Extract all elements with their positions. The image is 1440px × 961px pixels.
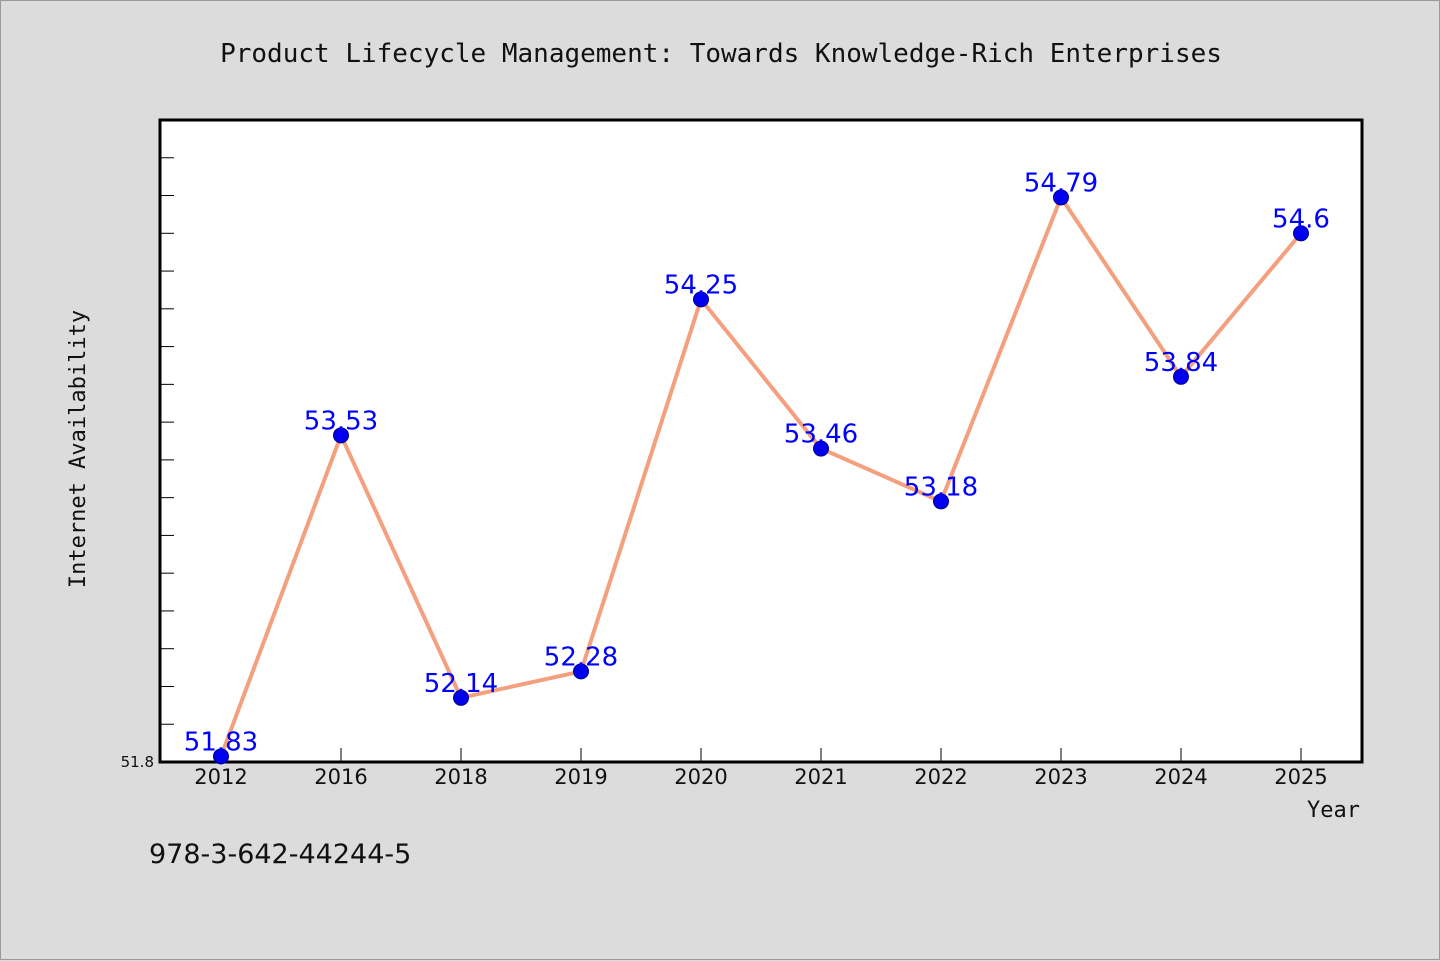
data-point [933, 493, 949, 510]
x-axis-tick-label: 2025 [1274, 765, 1327, 789]
isbn-footer: 978-3-642-44244-5 [149, 839, 411, 870]
data-point [813, 440, 829, 457]
data-labels: 51.83 53.53 52.14 52.28 54.25 53.46 53.18 54.79… [184, 168, 1330, 757]
data-point [453, 689, 469, 706]
x-axis-tick-label: 2023 [1034, 765, 1087, 789]
data-point [1173, 368, 1189, 385]
x-axis-label: Year [1307, 798, 1360, 823]
data-label: 54.25 [664, 270, 738, 300]
data-point [1293, 225, 1309, 242]
x-axis-ticks [220, 748, 1302, 762]
data-label: 51.83 [184, 727, 258, 757]
x-axis-tick-label: 2024 [1154, 765, 1207, 789]
y-axis-label: Internet Availability [66, 310, 91, 588]
data-markers [213, 189, 1309, 765]
data-point [1053, 189, 1069, 206]
data-label: 52.28 [544, 642, 618, 672]
x-axis-tick-label: 2016 [314, 765, 367, 789]
x-axis-tick-labels: 2012 2016 2018 2019 2020 2021 2022 2023 2024 2025 [194, 765, 1327, 789]
x-axis-tick-label: 2012 [194, 765, 247, 789]
y-axis-ticks [160, 157, 174, 725]
series-line [219, 195, 1303, 758]
plot-area [158, 118, 1364, 764]
x-axis-tick-label: 2020 [674, 765, 727, 789]
data-label: 52.14 [424, 669, 498, 699]
data-label: 53.53 [304, 406, 378, 436]
data-label: 53.84 [1144, 348, 1218, 378]
x-axis-tick-label: 2019 [554, 765, 607, 789]
x-axis-tick-label: 2018 [434, 765, 487, 789]
data-label: 54.6 [1272, 204, 1330, 234]
data-point [333, 427, 349, 444]
y-axis-tick-label: 51.8 [121, 753, 154, 771]
data-label: 53.18 [904, 472, 978, 502]
x-axis-tick-label: 2022 [914, 765, 967, 789]
chart-title: Product Lifecycle Management: Towards Kn… [220, 39, 1222, 69]
data-label: 54.79 [1024, 168, 1098, 198]
data-point [213, 748, 229, 765]
data-point [693, 291, 709, 308]
data-point [573, 663, 589, 680]
data-label: 53.46 [784, 420, 858, 450]
x-axis-tick-label: 2021 [794, 765, 847, 789]
